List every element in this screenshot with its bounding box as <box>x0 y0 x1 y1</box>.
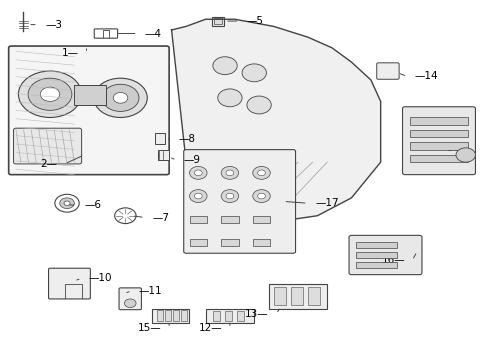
Circle shape <box>225 170 233 176</box>
Bar <box>409 117 467 125</box>
Circle shape <box>194 193 202 199</box>
FancyBboxPatch shape <box>348 235 421 275</box>
Text: 16—: 16— <box>381 255 404 265</box>
Circle shape <box>19 71 81 117</box>
Circle shape <box>189 166 206 179</box>
Text: —6: —6 <box>84 200 101 210</box>
Circle shape <box>242 64 266 82</box>
Circle shape <box>221 166 238 179</box>
Circle shape <box>212 57 237 75</box>
Bar <box>224 311 232 321</box>
Bar <box>409 155 467 162</box>
Bar <box>237 311 244 321</box>
FancyBboxPatch shape <box>119 288 141 310</box>
Circle shape <box>113 93 127 103</box>
Circle shape <box>221 190 238 203</box>
Bar <box>307 287 319 305</box>
Text: —9: —9 <box>183 156 200 165</box>
Circle shape <box>217 89 242 107</box>
FancyBboxPatch shape <box>376 63 398 79</box>
Bar <box>152 309 188 323</box>
Circle shape <box>257 170 265 176</box>
Circle shape <box>225 193 233 199</box>
Bar <box>173 310 179 321</box>
Bar <box>356 252 396 257</box>
Bar <box>221 216 238 223</box>
Circle shape <box>64 201 70 206</box>
Text: 1—: 1— <box>62 48 79 58</box>
Bar <box>409 143 467 150</box>
Bar <box>212 311 220 321</box>
Bar <box>205 309 254 323</box>
Circle shape <box>189 190 206 203</box>
FancyBboxPatch shape <box>402 107 474 175</box>
Text: —14: —14 <box>414 71 437 81</box>
Circle shape <box>124 299 136 307</box>
Circle shape <box>60 198 74 208</box>
Text: —5: —5 <box>246 16 264 26</box>
Bar <box>409 130 467 137</box>
Text: 15—: 15— <box>138 323 162 333</box>
Bar <box>211 17 224 26</box>
Bar <box>189 239 206 246</box>
Bar <box>221 239 238 246</box>
FancyBboxPatch shape <box>183 150 295 253</box>
Bar <box>273 287 285 305</box>
Text: 12—: 12— <box>199 323 222 333</box>
Bar <box>189 216 206 223</box>
Text: —7: —7 <box>152 212 169 222</box>
Circle shape <box>252 190 270 203</box>
Text: —18: —18 <box>436 143 459 153</box>
Circle shape <box>40 87 60 102</box>
FancyBboxPatch shape <box>9 46 169 175</box>
Text: —3: —3 <box>45 19 62 30</box>
FancyBboxPatch shape <box>14 128 81 164</box>
Circle shape <box>115 208 136 224</box>
Circle shape <box>94 78 147 117</box>
Text: —8: —8 <box>179 134 196 144</box>
Bar <box>268 284 326 309</box>
Polygon shape <box>171 19 380 223</box>
Bar <box>165 310 171 321</box>
Bar <box>154 133 165 144</box>
Circle shape <box>455 148 474 162</box>
Circle shape <box>194 170 202 176</box>
Bar <box>157 310 163 321</box>
Circle shape <box>252 166 270 179</box>
FancyBboxPatch shape <box>48 268 90 299</box>
Circle shape <box>102 84 139 111</box>
FancyBboxPatch shape <box>94 29 117 38</box>
Circle shape <box>55 194 79 212</box>
Text: 13—: 13— <box>244 309 268 319</box>
Circle shape <box>28 78 72 111</box>
Circle shape <box>257 193 265 199</box>
Text: —10: —10 <box>89 273 112 283</box>
Bar <box>252 216 270 223</box>
Bar <box>290 287 302 305</box>
Bar <box>158 150 168 160</box>
Bar <box>181 310 187 321</box>
Circle shape <box>246 96 271 114</box>
Bar <box>356 242 396 248</box>
Text: —17: —17 <box>314 198 338 208</box>
Text: 2—: 2— <box>40 159 57 169</box>
Text: —11: —11 <box>139 286 163 296</box>
Bar <box>356 262 396 267</box>
Bar <box>74 85 106 105</box>
Text: —4: —4 <box>144 28 162 39</box>
Bar <box>252 239 270 246</box>
Bar <box>213 18 221 24</box>
